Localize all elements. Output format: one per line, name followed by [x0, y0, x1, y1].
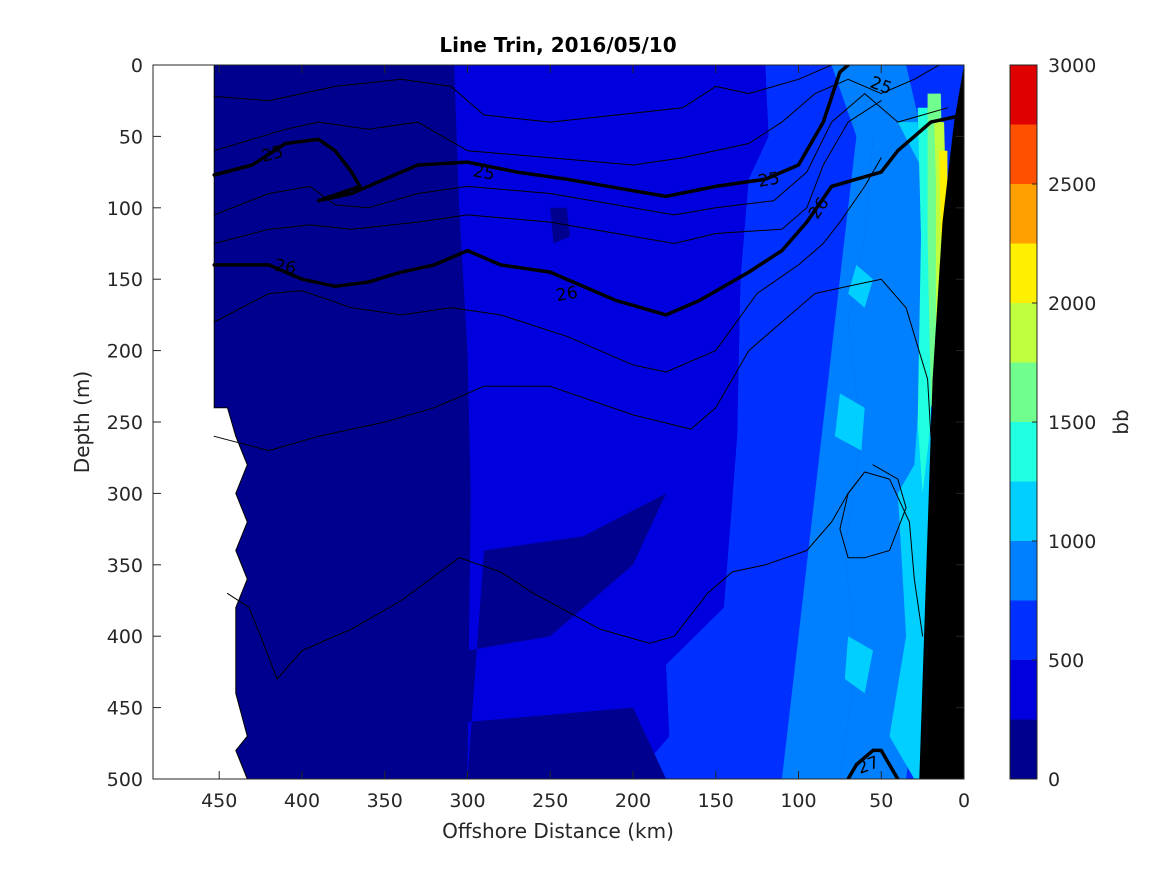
filled-contours	[153, 65, 964, 779]
colorbar-segment-11	[1010, 65, 1037, 125]
y-axis-label: Depth (m)	[70, 371, 94, 473]
colorbar-tick-label-4: 2000	[1048, 293, 1096, 315]
filled-region-10	[834, 393, 865, 451]
isopycnal-8	[227, 471, 924, 680]
y-tick-label-7: 350	[107, 555, 143, 577]
isopycnal-10	[846, 748, 900, 779]
isopycnal-1	[213, 65, 940, 166]
y-tick-label-2: 100	[107, 198, 143, 220]
colorbar-tick-label-5: 2500	[1048, 174, 1096, 196]
colorbar-label: bb	[1109, 409, 1133, 434]
missing-data-region	[153, 65, 248, 779]
colorbar-tick-label-6: 3000	[1048, 55, 1096, 77]
isopycnal-3	[213, 93, 948, 216]
isopycnal-0	[213, 65, 833, 123]
y-tick-label-8: 400	[107, 626, 143, 648]
y-axis-ticks: 0 50 100 150 200 250 300 350 400 450 500	[107, 55, 964, 791]
filled-region-11	[844, 636, 873, 694]
filled-region-5	[666, 65, 857, 779]
isopycnal-2	[212, 65, 850, 203]
filled-region-8	[889, 122, 931, 779]
x-tick-label-8: 50	[869, 790, 893, 812]
colorbar-tick-label-2: 1000	[1048, 531, 1096, 553]
x-tick-label-1: 400	[284, 790, 320, 812]
y-tick-label-9: 450	[107, 698, 143, 720]
colorbar-segment-3	[1010, 541, 1037, 601]
y-tick-label-0: 0	[131, 55, 143, 77]
y-tick-label-4: 200	[107, 341, 143, 363]
y-tick-label-5: 250	[107, 412, 143, 434]
colorbar-segment-10	[1010, 124, 1037, 184]
x-tick-label-9: 0	[958, 790, 970, 812]
colorbar-frame	[1009, 64, 1038, 780]
contour-label-1: 25	[471, 161, 496, 184]
colorbar-segment-7	[1010, 303, 1037, 363]
filled-region-9	[848, 264, 873, 308]
isopycnal-6	[213, 157, 882, 373]
filled-region-3	[550, 207, 571, 244]
isopycnal-5	[212, 113, 964, 317]
isopycnal-contours	[212, 65, 964, 779]
colorbar-segment-4	[1010, 481, 1037, 541]
x-axis-label: Offshore Distance (km)	[442, 819, 674, 843]
isopycnal-9	[839, 464, 907, 559]
contour-label-4: 26	[273, 256, 298, 279]
colorbar-tick-label-1: 500	[1048, 650, 1084, 672]
colorbar-segment-6	[1010, 362, 1037, 422]
y-tick-label-6: 300	[107, 483, 143, 505]
x-tick-label-3: 300	[449, 790, 485, 812]
x-tick-label-4: 250	[532, 790, 568, 812]
colorbar-segment-9	[1010, 184, 1037, 244]
isopycnal-7	[213, 278, 932, 452]
contour-label-5: 26	[555, 283, 580, 306]
filled-region-4	[467, 493, 667, 779]
colorbar	[1010, 65, 1037, 779]
y-tick-label-3: 150	[107, 269, 143, 291]
colorbar-segment-1	[1010, 660, 1037, 720]
x-tick-label-0: 450	[201, 790, 237, 812]
x-tick-label-7: 100	[780, 790, 816, 812]
isopycnal-4	[213, 100, 882, 244]
contour-label-2: 25	[756, 168, 781, 191]
x-tick-label-2: 350	[367, 790, 403, 812]
filled-region-2	[214, 65, 471, 779]
colorbar-segment-2	[1010, 600, 1037, 660]
y-tick-label-1: 50	[119, 126, 143, 148]
x-axis-ticks: 450 400 350 300 250 200 150 100 50 0	[201, 65, 970, 812]
colorbar-segment-8	[1010, 243, 1037, 303]
filled-region-6	[781, 65, 873, 779]
colorbar-ticks: 0 500 1000 1500 2000 2500 3000	[1032, 55, 1096, 791]
colorbar-segment-5	[1010, 422, 1037, 482]
colorbar-segment-0	[1010, 719, 1037, 779]
colorbar-tick-label-0: 0	[1048, 769, 1060, 791]
seafloor-bottom	[919, 65, 964, 779]
x-tick-label-5: 200	[615, 790, 651, 812]
x-tick-label-6: 150	[698, 790, 734, 812]
colorbar-tick-label-3: 1500	[1048, 412, 1096, 434]
y-tick-label-10: 500	[107, 769, 143, 791]
chart-title: Line Trin, 2016/05/10	[439, 33, 676, 57]
